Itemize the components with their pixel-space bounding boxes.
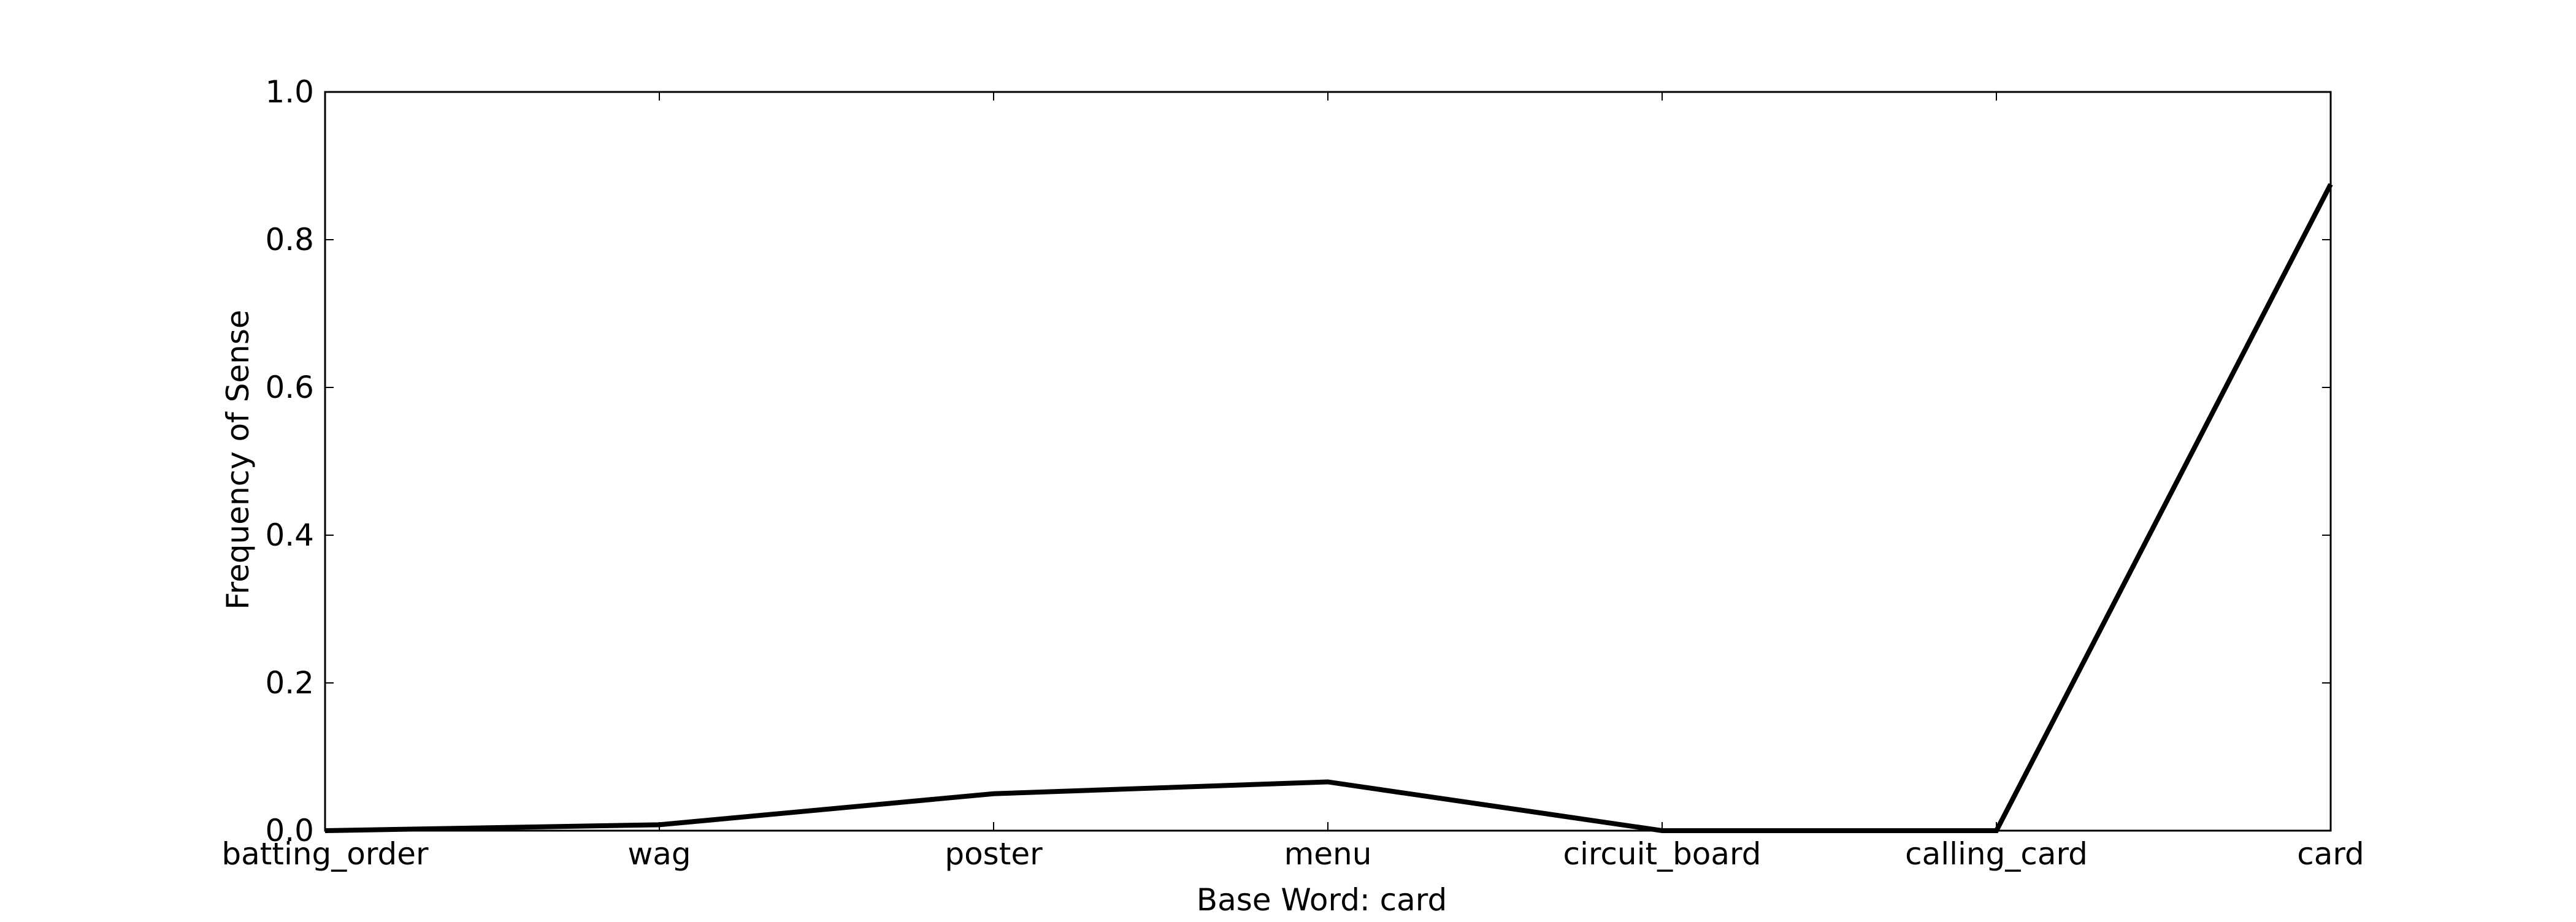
y-tick-label: 1.0 xyxy=(265,74,314,110)
x-tick-label: circuit_board xyxy=(1563,836,1761,872)
plot-layer: 0.0 0.2 0.4 0.6 0.8 1.0 batting_order wag poster… xyxy=(221,74,2364,872)
x-tick-label: batting_order xyxy=(221,836,429,872)
x-tick-label: wag xyxy=(627,836,691,872)
y-tick-label: 0.4 xyxy=(265,517,314,553)
x-tick-label: card xyxy=(2297,836,2364,872)
y-tick-label: 0.2 xyxy=(265,665,314,701)
y-tick-label: 0.0 xyxy=(265,813,314,848)
y-axis-label: Frequency of Sense xyxy=(220,310,256,609)
x-tick-label: poster xyxy=(945,836,1043,872)
x-tick-label: calling_card xyxy=(1905,836,2088,872)
x-tick-label: menu xyxy=(1284,836,1372,872)
y-tick-label: 0.6 xyxy=(265,370,314,405)
x-axis-label: Base Word: card xyxy=(1197,882,1447,918)
y-tick-label: 0.8 xyxy=(265,222,314,257)
